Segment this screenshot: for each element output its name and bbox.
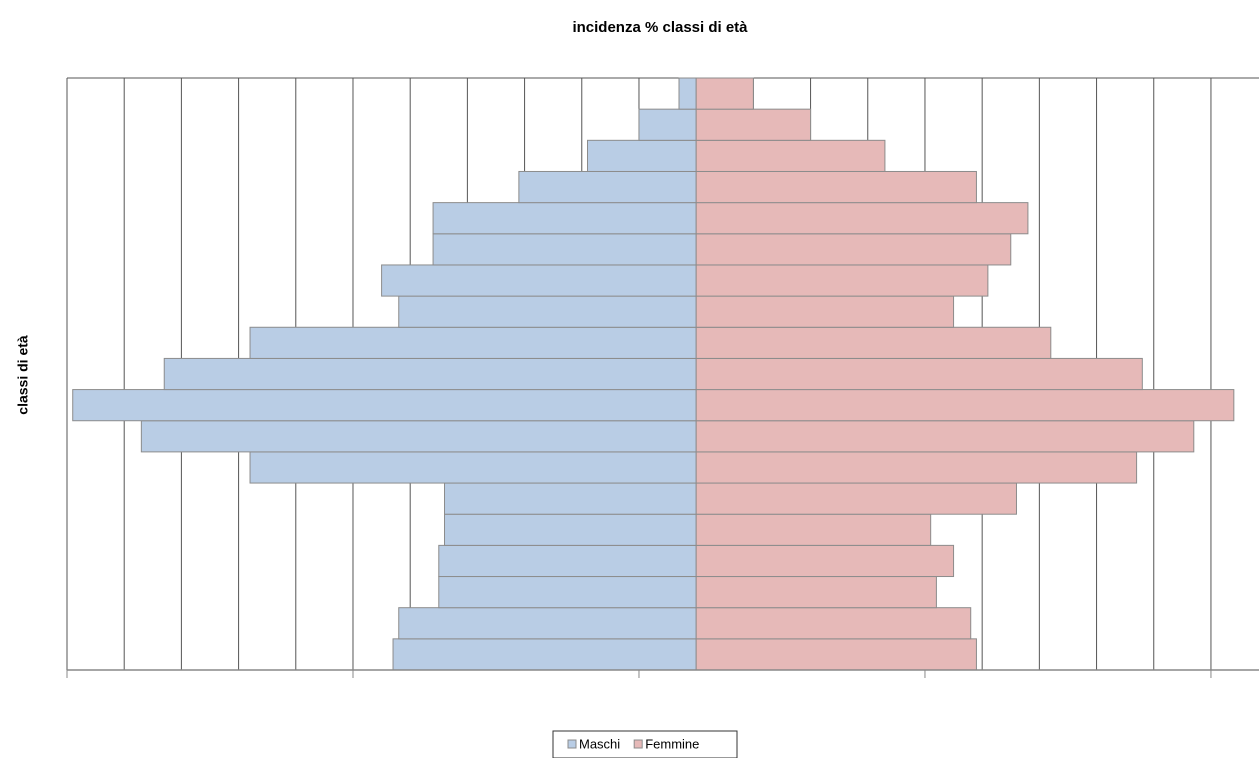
bar bbox=[695, 77, 754, 110]
bar bbox=[249, 326, 697, 359]
bar bbox=[678, 77, 697, 110]
bar bbox=[695, 389, 1235, 422]
bar bbox=[444, 482, 697, 515]
bar bbox=[695, 202, 1029, 235]
bar bbox=[432, 233, 697, 266]
bar bbox=[432, 202, 697, 235]
bar bbox=[638, 108, 697, 141]
bar bbox=[695, 139, 886, 172]
y-axis-label: classi di età bbox=[15, 335, 31, 415]
bar bbox=[695, 233, 1012, 266]
bar bbox=[438, 544, 697, 578]
legend-swatch bbox=[633, 739, 643, 749]
bar bbox=[695, 607, 972, 640]
bar bbox=[695, 170, 977, 204]
bar bbox=[695, 108, 812, 141]
bar bbox=[249, 451, 697, 484]
legend-label: Femmine bbox=[645, 736, 699, 751]
bar bbox=[695, 513, 932, 546]
legend-box bbox=[552, 730, 738, 758]
bar bbox=[695, 264, 989, 297]
bar bbox=[381, 264, 697, 297]
bar bbox=[695, 638, 977, 671]
legend-label: Maschi bbox=[579, 736, 620, 751]
bar bbox=[695, 544, 955, 578]
bar bbox=[518, 170, 697, 204]
bar bbox=[163, 357, 697, 391]
bar bbox=[695, 357, 1143, 391]
legend-swatch bbox=[567, 739, 577, 749]
bar bbox=[695, 420, 1195, 453]
bar bbox=[72, 389, 697, 422]
chart-title: incidenza % classi di età bbox=[572, 19, 748, 36]
bar bbox=[586, 139, 697, 172]
bar bbox=[695, 295, 955, 328]
bar bbox=[438, 576, 697, 609]
bar bbox=[695, 451, 1138, 484]
bar bbox=[695, 576, 937, 609]
bar bbox=[695, 326, 1052, 359]
bar bbox=[140, 420, 697, 453]
bar bbox=[398, 295, 697, 328]
bar bbox=[444, 513, 697, 546]
bar bbox=[392, 638, 697, 671]
bar bbox=[398, 607, 697, 640]
bar bbox=[695, 482, 1017, 515]
